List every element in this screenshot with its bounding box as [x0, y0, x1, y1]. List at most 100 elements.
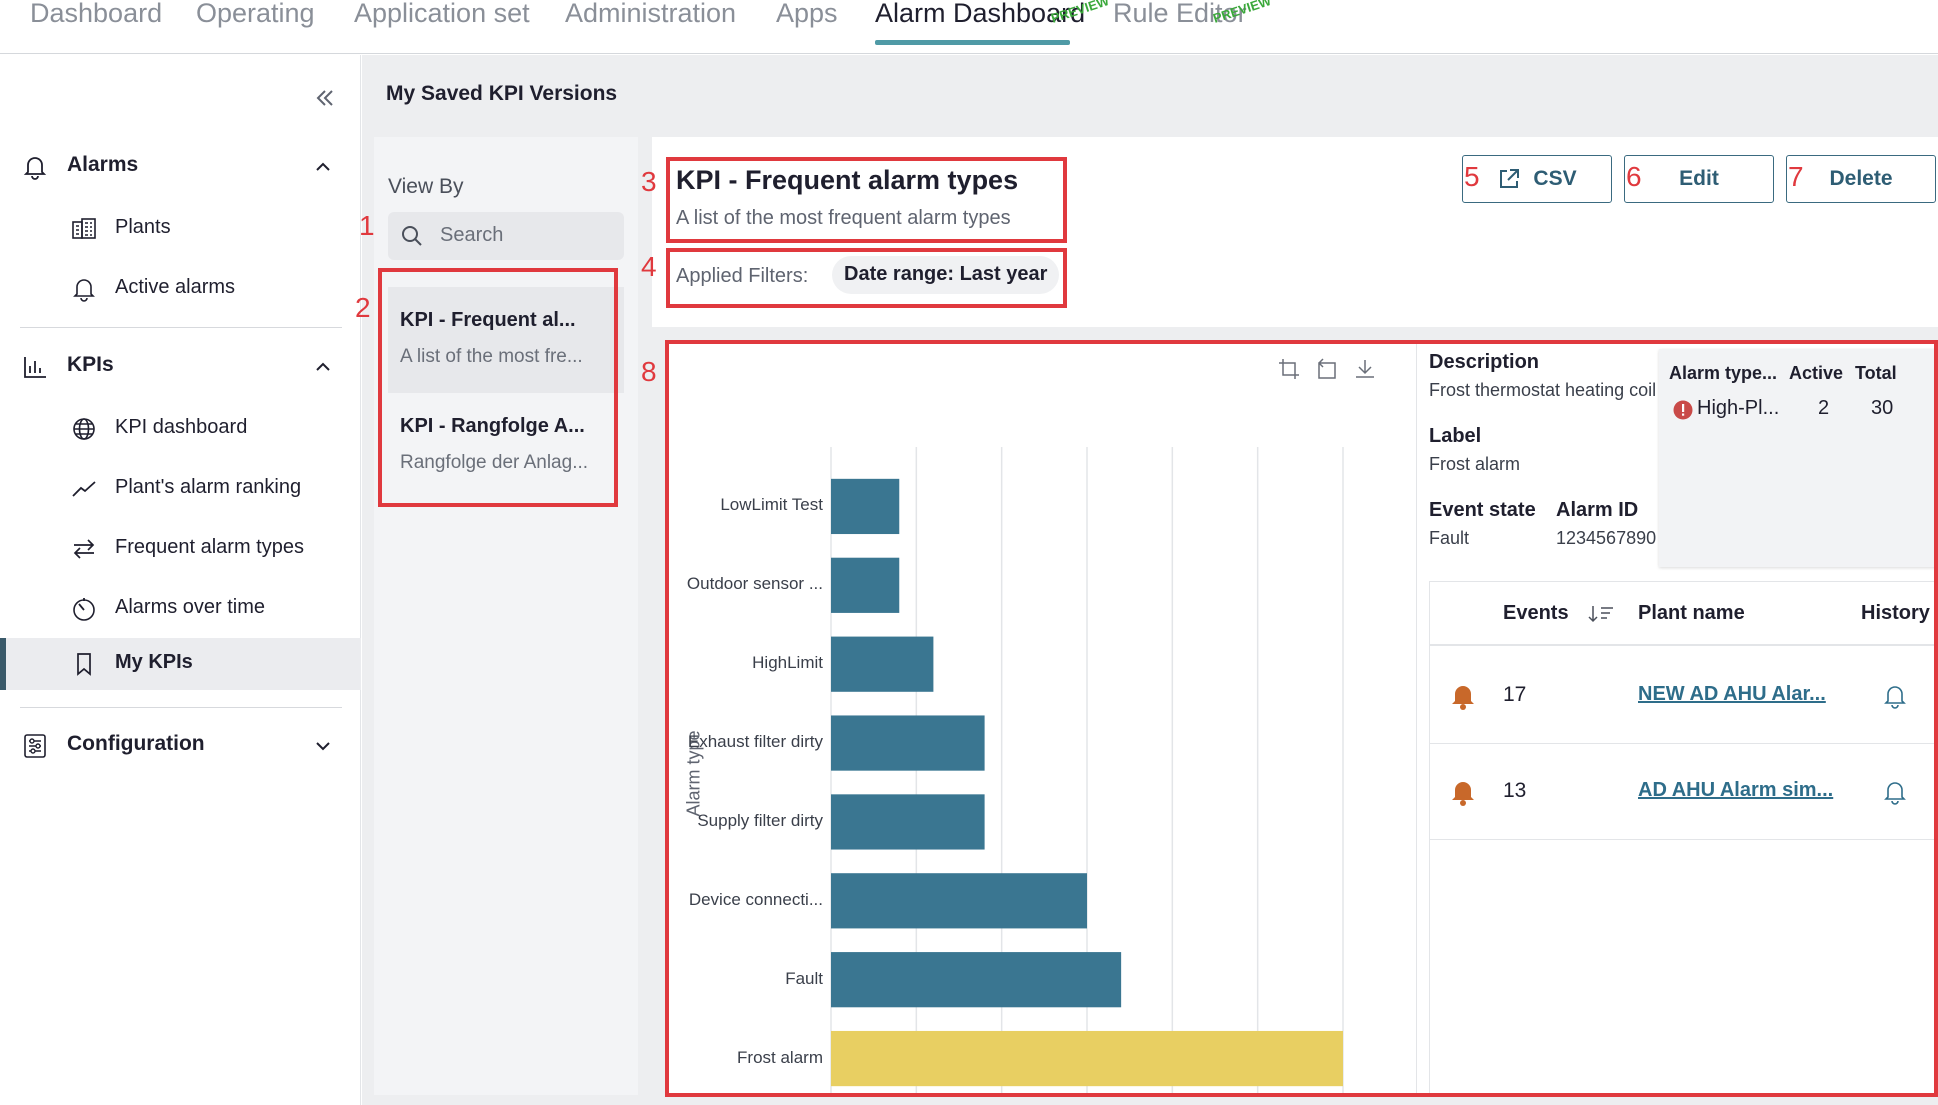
sidebar-item-kpi-dashboard[interactable]: KPI dashboard	[0, 403, 361, 455]
zoom-select-icon[interactable]	[1277, 357, 1301, 381]
plant-name-link[interactable]: NEW AD AHU Alar...	[1638, 683, 1826, 705]
y-tick-label: Outdoor sensor ...	[686, 574, 823, 594]
edit-button[interactable]: Edit	[1624, 155, 1774, 203]
table-row[interactable]: 17 NEW AD AHU Alar...	[1430, 648, 1938, 744]
bell-alert-icon	[1450, 778, 1476, 806]
sidebar-item-alarms-over-time[interactable]: Alarms over time	[0, 583, 361, 635]
chart-bar[interactable]	[831, 873, 1087, 929]
sort-descending-icon[interactable]	[1588, 604, 1614, 624]
summary-total: 30	[1871, 397, 1894, 419]
sidebar-item-label: Plant's alarm ranking	[115, 476, 302, 498]
sidebar-divider	[20, 327, 342, 328]
sidebar-section-alarms[interactable]: Alarms	[0, 142, 361, 192]
event-state-value: Fault	[1429, 528, 1470, 548]
label-value: Frost alarm	[1429, 454, 1521, 474]
swap-arrows-icon	[70, 536, 98, 562]
y-tick-label: LowLimit Test	[720, 495, 823, 515]
trend-line-icon	[70, 476, 98, 502]
tab-operating[interactable]: Operating	[196, 0, 315, 28]
tab-dashboard[interactable]: Dashboard	[30, 0, 163, 28]
search-input[interactable]: Search	[388, 212, 624, 260]
tab-application-set[interactable]: Application set	[354, 0, 530, 28]
tab-apps[interactable]: Apps	[776, 0, 838, 28]
history-bell-icon[interactable]	[1882, 779, 1908, 805]
sidebar-item-label: KPI dashboard	[115, 416, 248, 438]
history-bell-icon[interactable]	[1882, 683, 1908, 709]
sidebar: Alarms Plants Active alarms KPIs KPI das…	[0, 55, 361, 1105]
description-value: Frost thermostat heating coil	[1429, 380, 1657, 400]
sidebar-section-kpis[interactable]: KPIs	[0, 342, 361, 392]
applied-filters-label: Applied Filters:	[676, 265, 809, 287]
sidebar-section-label: Alarms	[67, 153, 139, 176]
summary-header-alarm-type: Alarm type...	[1669, 363, 1778, 383]
view-by-panel: View By Search KPI - Frequent al... A li…	[374, 137, 638, 1095]
y-tick-label: Exhaust filter dirty	[687, 732, 823, 752]
sidebar-item-frequent-alarm-types[interactable]: Frequent alarm types	[0, 523, 361, 575]
chevron-down-icon	[313, 736, 333, 756]
chevron-up-icon	[313, 357, 333, 377]
collapse-sidebar-button[interactable]	[312, 85, 338, 111]
tab-rule-editor[interactable]: Rule Editor	[1113, 0, 1247, 28]
y-tick-label: Device connecti...	[688, 889, 823, 909]
bar-chart	[830, 447, 1344, 1095]
globe-icon	[70, 416, 98, 442]
sidebar-item-plants[interactable]: Plants	[0, 203, 361, 255]
tab-administration[interactable]: Administration	[565, 0, 737, 28]
chart-bar[interactable]	[831, 715, 985, 771]
delete-button[interactable]: Delete	[1786, 155, 1936, 203]
callout-number: 3	[641, 166, 657, 197]
chart-bar[interactable]	[831, 1030, 1343, 1087]
sidebar-item-label: Plants	[115, 216, 171, 238]
alarm-id-value: 1234567890	[1556, 528, 1657, 548]
plant-name-link[interactable]: AD AHU Alarm sim...	[1638, 779, 1834, 801]
delete-button-label: Delete	[1829, 167, 1893, 190]
tab-alarm-dashboard[interactable]: Alarm Dashboard	[875, 0, 1086, 28]
callout-box	[665, 340, 1938, 1097]
y-tick-label: Frost alarm	[737, 1047, 823, 1067]
callout-number: 5	[1464, 161, 1480, 192]
alarm-summary-card: Alarm type... Active Total High-Pl... 2 …	[1659, 349, 1938, 567]
csv-button-label: CSV	[1533, 167, 1577, 190]
bell-alert-icon	[1450, 682, 1476, 710]
event-state-label: Event state	[1429, 499, 1536, 521]
callout-box	[666, 248, 1067, 308]
chart-bar[interactable]	[831, 794, 985, 850]
settings-sliders-icon	[22, 733, 48, 759]
bell-icon	[22, 154, 48, 180]
kpi-content-panel: Alarm type LowLimit Test Outdoor sensor .…	[665, 343, 1938, 1095]
table-row[interactable]: 13 AD AHU Alarm sim...	[1430, 744, 1938, 840]
kpi-description: A list of the most frequent alarm types	[676, 207, 1011, 229]
sidebar-item-label: Alarms over time	[115, 596, 266, 618]
y-tick-label: Fault	[785, 968, 823, 988]
chart-bar[interactable]	[831, 478, 900, 535]
filter-chip[interactable]: Date range: Last year	[832, 256, 1060, 294]
events-table: Events Plant name History 17 NEW AD AHU …	[1429, 581, 1938, 1095]
chart-bar[interactable]	[831, 952, 1122, 1008]
csv-export-button[interactable]: CSV	[1462, 155, 1612, 203]
y-tick-labels: LowLimit Test Outdoor sensor ... HighLimit…	[665, 343, 823, 1095]
chart-bar[interactable]	[831, 636, 934, 692]
search-placeholder: Search	[440, 224, 504, 246]
callout-box	[666, 157, 1067, 243]
callout-number: 2	[355, 292, 371, 323]
external-link-icon	[1497, 167, 1521, 191]
building-icon	[70, 216, 98, 242]
double-chevron-left-icon	[316, 90, 333, 106]
sidebar-item-plants-alarm-ranking[interactable]: Plant's alarm ranking	[0, 463, 361, 515]
download-icon[interactable]	[1353, 357, 1377, 381]
kpi-list-item[interactable]: KPI - Frequent al... A list of the most …	[388, 287, 624, 393]
sidebar-item-my-kpis[interactable]: My KPIs	[0, 638, 361, 690]
sidebar-section-label: KPIs	[67, 353, 114, 376]
sidebar-item-label: Active alarms	[115, 276, 236, 298]
edit-button-label: Edit	[1679, 167, 1719, 190]
view-by-title: View By	[388, 175, 464, 198]
chart-bar[interactable]	[831, 557, 900, 613]
sidebar-section-configuration[interactable]: Configuration	[0, 721, 361, 771]
selected-indicator	[0, 638, 6, 690]
reset-zoom-icon[interactable]	[1315, 357, 1339, 381]
page-title: My Saved KPI Versions	[386, 82, 618, 105]
kpi-detail-header: KPI - Frequent alarm types A list of the…	[652, 137, 1938, 327]
sidebar-item-active-alarms[interactable]: Active alarms	[0, 263, 361, 315]
events-column-header[interactable]: Events	[1503, 602, 1569, 624]
timer-icon	[70, 596, 98, 622]
